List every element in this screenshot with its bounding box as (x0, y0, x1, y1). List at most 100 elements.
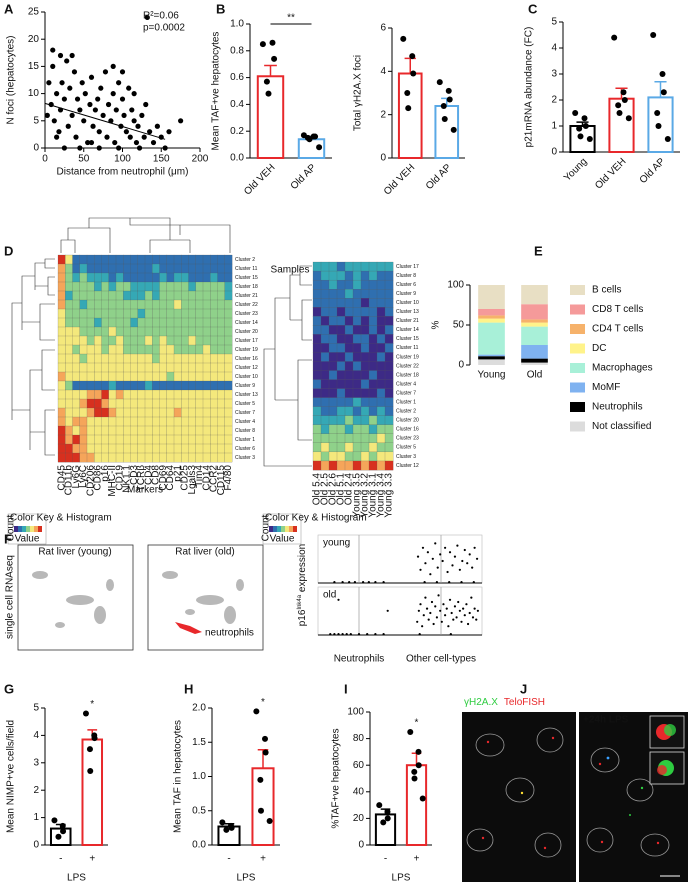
heatmap-cell (181, 398, 189, 409)
heatmap-cell (384, 379, 394, 389)
point (123, 129, 129, 135)
bar (397, 72, 423, 159)
heatmap-cell (188, 299, 197, 310)
heatmap-cell (166, 326, 175, 337)
heatmap-cell (159, 326, 168, 337)
row-label: Cluster 20 (396, 418, 419, 424)
heatmap-cell (108, 317, 117, 328)
color-key-step (277, 526, 281, 532)
x-tick-label: Other cell-types (406, 654, 476, 665)
color-key-title: Color Key & Histogram (10, 513, 112, 524)
row-label: Cluster 1 (396, 400, 416, 406)
heatmap-cell (152, 335, 160, 346)
strip-point (430, 600, 434, 604)
heatmap-cell (86, 254, 95, 265)
legend-label: DC (592, 343, 606, 354)
heatmap-cell (336, 370, 346, 380)
column-label: p16 (100, 465, 111, 482)
strip-point (419, 603, 422, 606)
y-tick-label: 4 (33, 730, 39, 741)
heatmap-cell (173, 290, 182, 301)
heatmap-cell (94, 263, 102, 274)
heatmap-cell (188, 272, 197, 283)
heatmap-cell (217, 263, 226, 274)
heatmap-cell (144, 407, 153, 418)
heatmap-cell (79, 290, 88, 301)
row-label: Cluster 9 (235, 383, 255, 389)
heatmap-cell (344, 379, 354, 389)
heatmap-cell (166, 452, 175, 463)
heatmap-cell (320, 352, 330, 362)
heatmap-cell (65, 452, 73, 463)
heatmap-cell (101, 326, 110, 337)
heatmap-cell (137, 326, 146, 337)
heatmap-cell (65, 317, 73, 328)
heatmap-cell (144, 326, 153, 337)
significance: * (90, 699, 94, 710)
heatmap-cell (360, 270, 370, 281)
heatmap-cell (224, 335, 233, 346)
heatmap-cell (123, 452, 131, 463)
umap-annotation: neutrophils (205, 628, 254, 639)
heatmap-cell (79, 371, 88, 382)
heatmap-cell (217, 299, 226, 310)
heatmap-cell (360, 460, 370, 471)
heatmap-cell (384, 370, 394, 380)
heatmap-cell (384, 388, 394, 398)
y-tick-label: 2 (33, 785, 39, 796)
heatmap-cell (368, 361, 378, 371)
strip-point (348, 581, 351, 584)
row-label: Cluster 11 (235, 266, 258, 272)
heatmap-cell (101, 452, 110, 463)
data-point (409, 53, 416, 60)
heatmap-cell (344, 334, 354, 344)
heatmap-cell (376, 279, 386, 290)
heatmap-cell (188, 416, 197, 427)
point (102, 69, 109, 75)
heatmap-cell (224, 281, 233, 292)
data-point (577, 133, 584, 140)
heatmap-cell (202, 290, 211, 301)
heatmap-cell (312, 270, 322, 281)
heatmap-cell (79, 380, 88, 391)
error-bar (264, 64, 277, 77)
heatmap-cell (210, 344, 218, 355)
heatmap-cell (384, 334, 394, 344)
heatmap-cell (130, 362, 139, 373)
heatmap-cell (217, 335, 226, 346)
heatmap-cell (108, 335, 117, 346)
heatmap-cell (181, 272, 189, 283)
heatmap-cell (137, 371, 146, 382)
bar (608, 97, 635, 153)
heatmap-cell (159, 317, 168, 328)
point (112, 139, 118, 146)
y-tick-label: 4 (380, 66, 386, 77)
point (79, 80, 85, 86)
strip-point (432, 622, 435, 626)
heatmap-cell (368, 279, 378, 290)
point (178, 118, 184, 124)
heatmap-cell (195, 281, 204, 292)
heatmap-cell (72, 317, 81, 328)
data-point (440, 103, 447, 109)
strip-point (429, 573, 432, 576)
heatmap-cell (336, 289, 346, 299)
heatmap-cell (115, 281, 124, 292)
color-key-step (293, 526, 297, 532)
heatmap-cell (368, 298, 378, 308)
heatmap-cell (188, 380, 197, 391)
column-label: CD4 (143, 465, 154, 485)
heatmap-cell (352, 325, 362, 335)
umap-cells (32, 571, 244, 628)
heatmap-cell (159, 371, 168, 382)
column-label: CD45 (56, 465, 67, 491)
heatmap-cell (312, 442, 322, 453)
column-label: Ly6G (71, 465, 82, 489)
row-label: Cluster 19 (396, 354, 419, 360)
y-tick-label: 50 (453, 320, 465, 331)
strip-point (441, 559, 444, 563)
heatmap-cell (137, 344, 146, 355)
data-point (616, 110, 623, 116)
column-label: Young 3.4 (376, 473, 387, 518)
heatmap-cell (101, 263, 110, 274)
